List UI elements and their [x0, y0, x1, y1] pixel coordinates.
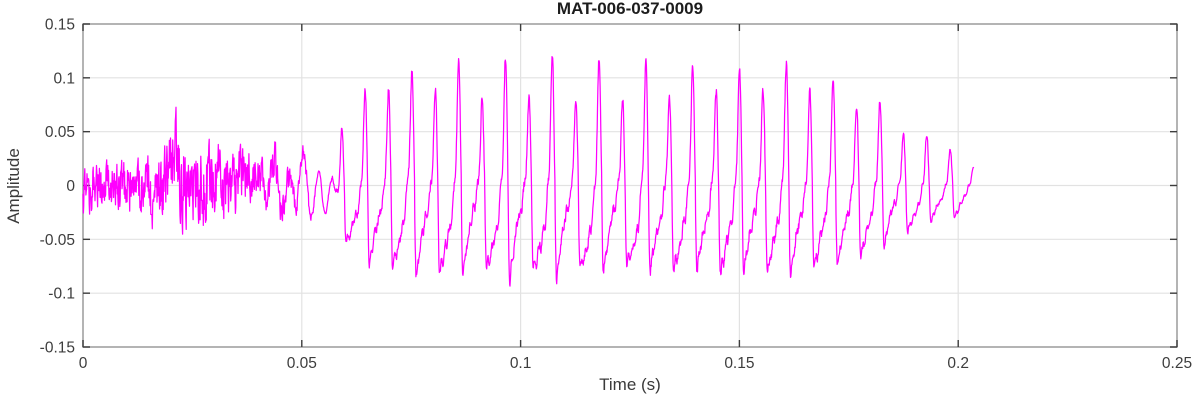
chart-title: MAT-006-037-0009: [556, 0, 704, 18]
x-tick-label: 0.15: [724, 355, 754, 372]
y-tick-label: -0.1: [48, 286, 75, 303]
x-tick-label: 0.25: [1162, 355, 1192, 372]
x-tick-label: 0.2: [947, 355, 969, 372]
y-tick-label: 0: [66, 178, 75, 195]
y-tick-label: 0.15: [45, 17, 75, 34]
y-tick-label: 0.1: [53, 70, 75, 87]
y-tick-label: -0.15: [40, 340, 75, 357]
y-axis-label: Amplitude: [4, 148, 23, 224]
x-tick-label: 0.1: [510, 355, 532, 372]
y-tick-label: 0.05: [45, 124, 75, 141]
x-tick-label: 0.05: [287, 355, 317, 372]
x-axis-label: Time (s): [599, 375, 661, 394]
y-tick-label: -0.05: [40, 232, 75, 249]
x-tick-label: 0: [79, 355, 88, 372]
waveform-line: [82, 55, 975, 287]
